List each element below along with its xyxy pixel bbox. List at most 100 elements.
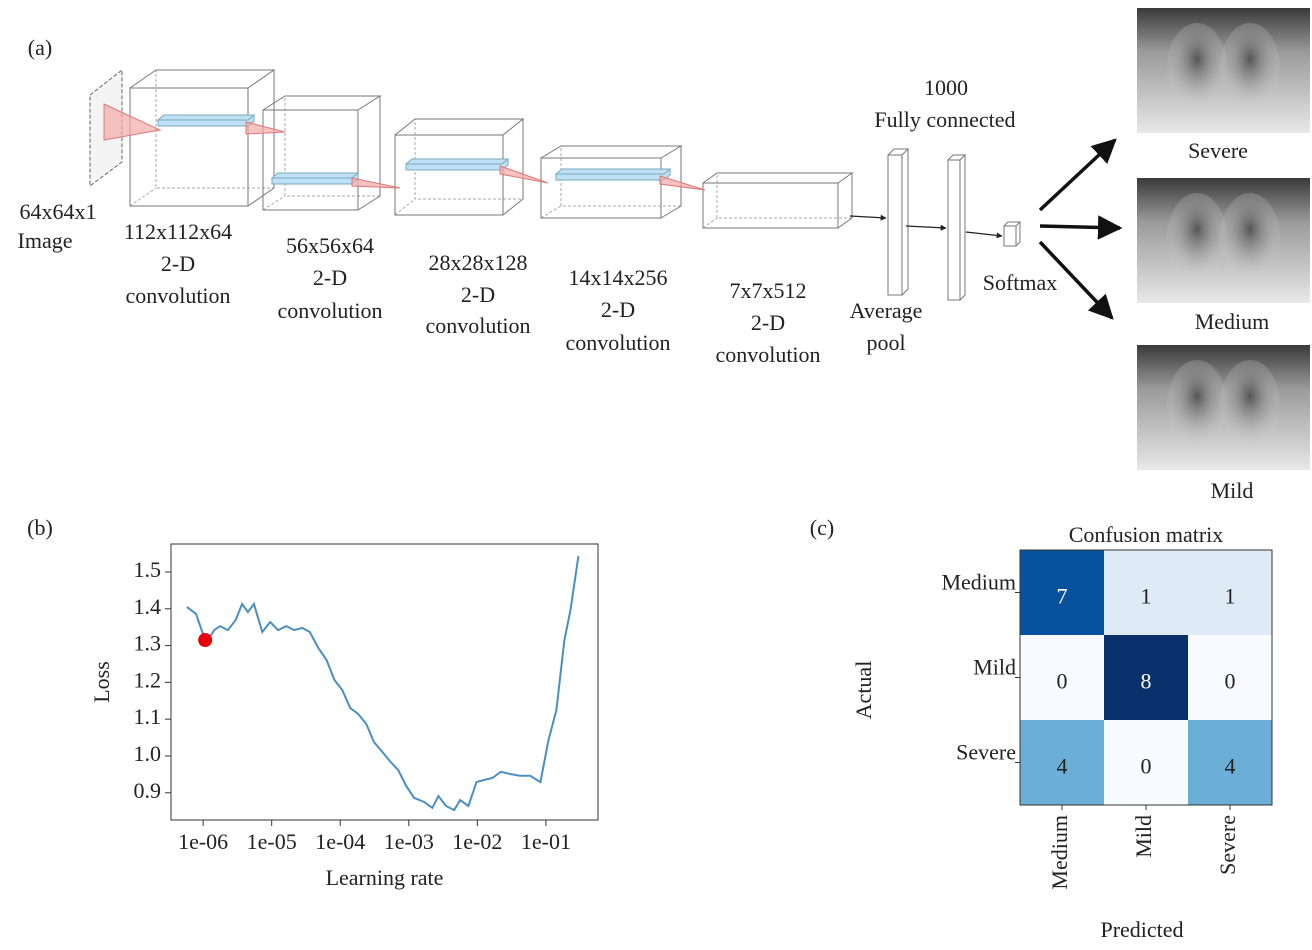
x-tick-label: 1e-06 xyxy=(178,829,228,854)
layer-label: 112x112x64 xyxy=(124,219,232,244)
cell-label: 4 xyxy=(1057,754,1068,779)
kernel-rod xyxy=(156,114,256,127)
y-tick-label: Mild xyxy=(973,655,1016,680)
matrix-cell xyxy=(1020,635,1104,720)
layer-box xyxy=(702,172,854,229)
layer-label: 7x7x512 xyxy=(730,278,807,303)
dense-layer xyxy=(947,154,967,301)
y-tick-label: 1.4 xyxy=(134,594,162,619)
xray-lung xyxy=(1220,360,1280,450)
y-tick-label: 0.9 xyxy=(134,778,162,803)
architecture-diagram: (a) 64x64x1 Image 112x112x64 2-D convolution 5… xyxy=(18,8,1310,503)
xray-lung xyxy=(1220,23,1280,113)
confusion-matrix: (c) Confusion matrix 7 1 1 0 8 0 4 0 4 Medium Mild Se… xyxy=(810,515,1273,942)
loss-line xyxy=(186,555,580,812)
flow-arrow xyxy=(905,224,947,231)
kernel-cone xyxy=(499,165,549,184)
cell-label: 8 xyxy=(1141,669,1152,694)
y-tick-label: 1.5 xyxy=(134,557,162,582)
layer-label: 1000 xyxy=(924,75,968,100)
y-tick-label: 1.1 xyxy=(134,704,162,729)
cell-label: 0 xyxy=(1225,669,1236,694)
dense-layer xyxy=(887,148,910,296)
suggested-lr-marker xyxy=(198,633,213,648)
dense-layer xyxy=(1003,221,1022,247)
x-tick-label: 1e-03 xyxy=(384,829,434,854)
layer-back xyxy=(262,95,381,211)
panel-label: (c) xyxy=(810,515,834,540)
layer-back xyxy=(129,69,275,207)
layer-label: 2-D xyxy=(313,265,347,290)
x-tick-label: 1e-05 xyxy=(247,829,297,854)
layer-label: 2-D xyxy=(601,297,635,322)
y-tick-label: 1.0 xyxy=(134,741,162,766)
kernel-rod xyxy=(404,158,510,171)
x-tick-label: 1e-01 xyxy=(521,829,571,854)
layer-label: pool xyxy=(866,330,905,355)
kernel-cone xyxy=(351,177,401,189)
matrix-cell xyxy=(1104,635,1188,720)
cell-label: 1 xyxy=(1141,584,1152,609)
lr-finder-chart: (b) 1e-06 1e-05 1e-04 1e-03 1e-02 1e-01 0.9 1.0 1… xyxy=(27,515,599,890)
matrix-cell xyxy=(1104,720,1188,805)
y-axis-label: Loss xyxy=(89,661,114,703)
x-axis-label: Predicted xyxy=(1100,917,1183,942)
y-tick-label: Severe xyxy=(956,740,1016,765)
y-tick-label: 1.3 xyxy=(134,631,162,656)
x-tick-label: 1e-02 xyxy=(452,829,502,854)
y-tick-label: Medium xyxy=(941,570,1016,595)
layer-label: 64x64x1 xyxy=(20,199,97,224)
layer-label: 28x28x128 xyxy=(429,250,528,275)
flow-arrow xyxy=(849,214,887,221)
matrix-cell xyxy=(1188,635,1272,720)
xray-lung xyxy=(1167,23,1227,113)
x-tick-label: Medium xyxy=(1047,815,1072,890)
matrix-cell xyxy=(1104,550,1188,635)
kernel-rod xyxy=(270,172,360,185)
layer-label: 2-D xyxy=(751,310,785,335)
cell-label: 4 xyxy=(1225,754,1236,779)
layer-label: 2-D xyxy=(161,251,195,276)
xray-lung xyxy=(1167,360,1227,450)
layer-label: 14x14x256 xyxy=(569,265,668,290)
output-arrow xyxy=(1038,138,1117,212)
class-label: Mild xyxy=(1211,478,1254,503)
class-label: Severe xyxy=(1188,138,1248,163)
matrix-cell xyxy=(1020,720,1104,805)
panel-label: (a) xyxy=(28,35,52,60)
layer-box xyxy=(540,145,683,219)
output-arrow xyxy=(1039,215,1123,240)
layer-box xyxy=(394,118,525,216)
layer-label: convolution xyxy=(715,342,820,367)
class-label: Medium xyxy=(1195,309,1270,334)
xray-lung xyxy=(1167,193,1227,283)
x-tick-label: Mild xyxy=(1131,815,1156,858)
layer-label: Softmax xyxy=(983,270,1058,295)
layer-label: 2-D xyxy=(461,282,495,307)
layer-back xyxy=(702,172,853,229)
layer-label: 56x56x64 xyxy=(286,233,374,258)
output-arrow xyxy=(1038,240,1114,320)
x-tick-label: 1e-04 xyxy=(315,829,365,854)
cell-label: 0 xyxy=(1141,754,1152,779)
layer-box xyxy=(262,95,382,211)
matrix-cell xyxy=(1188,550,1272,635)
kernel-cone xyxy=(103,103,162,141)
matrix-cell xyxy=(1188,720,1272,805)
x-axis-label: Learning rate xyxy=(326,865,444,890)
kernel-cone xyxy=(245,121,286,135)
x-tick-label: Severe xyxy=(1215,815,1240,875)
layer-label: Average xyxy=(850,298,923,323)
panel-label: (b) xyxy=(27,515,53,540)
layer-label: Image xyxy=(18,228,73,253)
cell-label: 1 xyxy=(1225,584,1236,609)
matrix-cell xyxy=(1020,550,1104,635)
layer-label: Fully connected xyxy=(874,107,1015,132)
cell-label: 0 xyxy=(1057,669,1068,694)
xray-lung xyxy=(1220,193,1280,283)
flow-arrow xyxy=(965,231,1003,239)
layer-label: convolution xyxy=(565,330,670,355)
cell-label: 7 xyxy=(1057,584,1068,609)
